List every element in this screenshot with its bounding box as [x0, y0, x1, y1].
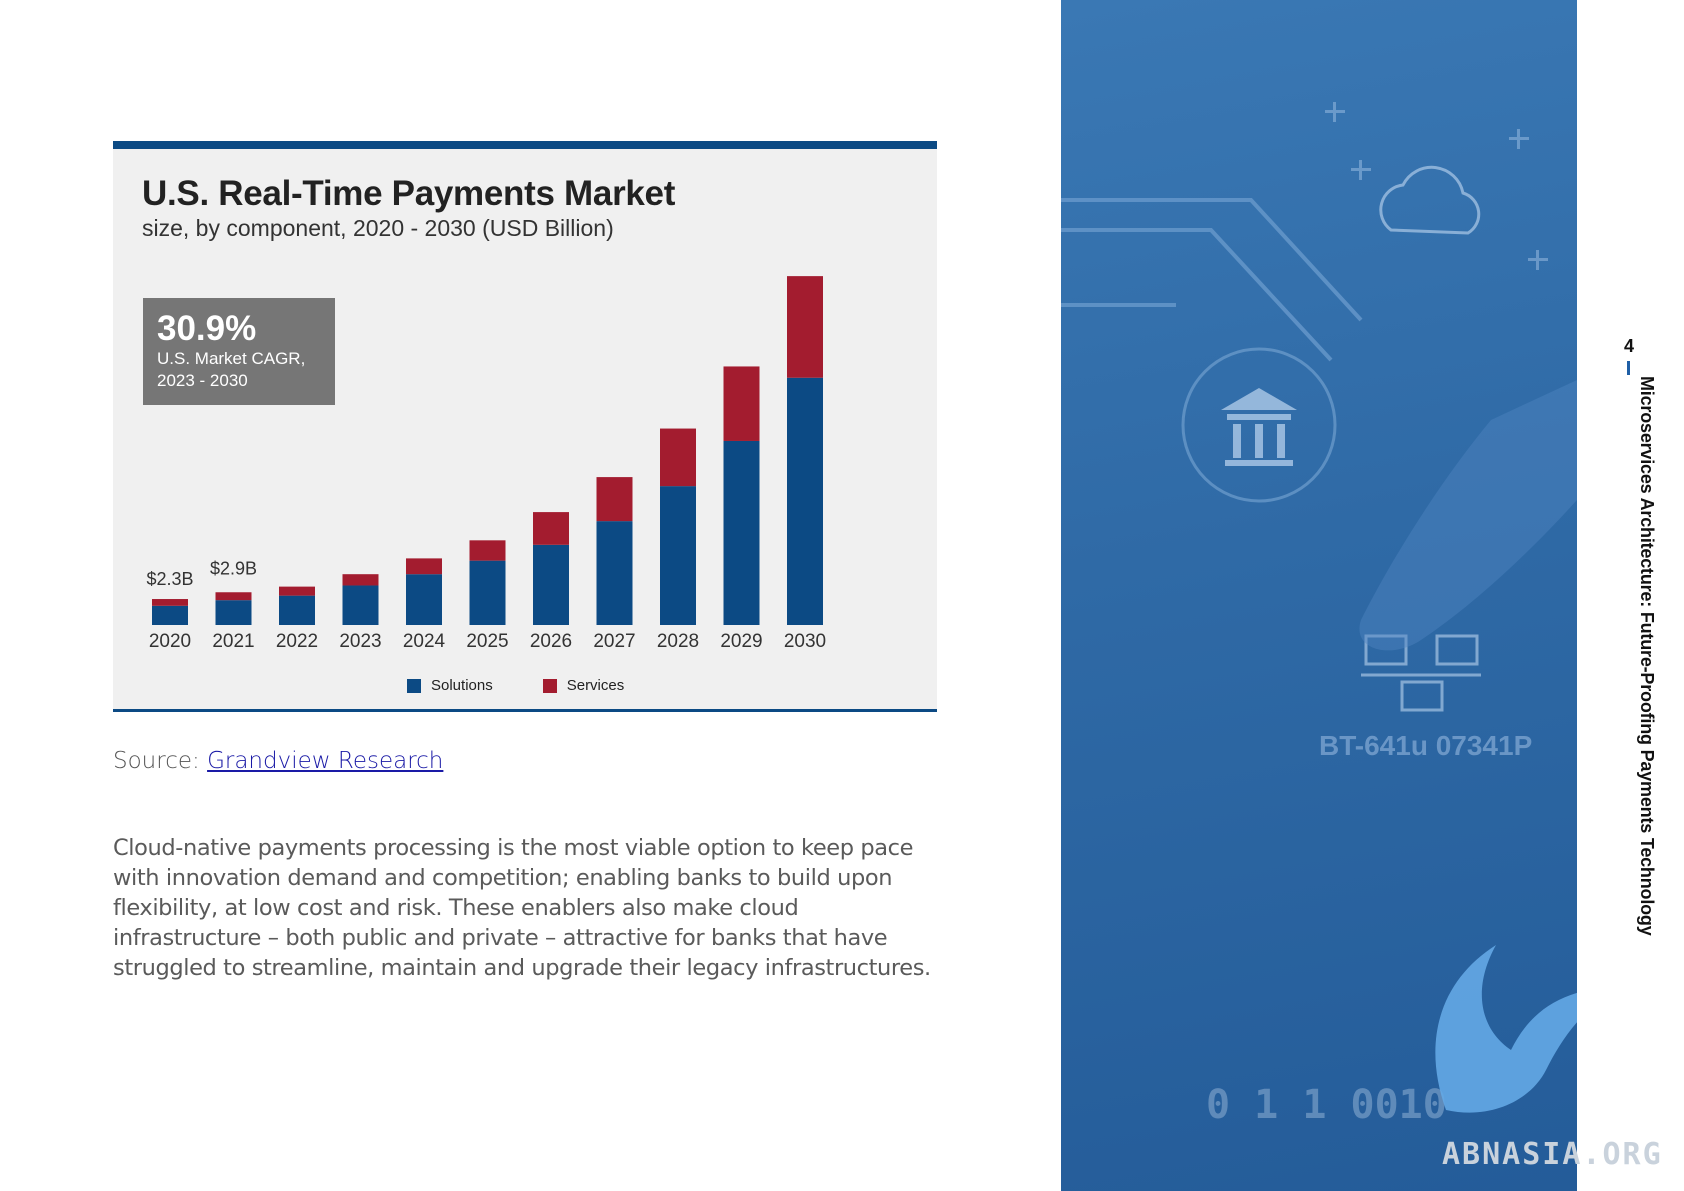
bank-icon	[1221, 388, 1297, 466]
bar-solutions-2023	[342, 585, 379, 625]
cloud-icon	[1379, 165, 1481, 235]
legend-item-solutions: Solutions	[407, 677, 493, 694]
bar-data-label: $2.9B	[210, 558, 257, 578]
image-code-text: BT-641u 07341P	[1319, 730, 1532, 761]
plus-sparkles-icon	[1325, 102, 1548, 270]
bar-solutions-2021	[215, 600, 252, 625]
chart-card: U.S. Real-Time Payments Market size, by …	[113, 141, 937, 712]
hand-silhouette-icon	[1359, 380, 1577, 651]
bar-services-2023	[342, 574, 379, 586]
bar-services-2026	[533, 512, 569, 545]
chart-subtitle: size, by component, 2020 - 2030 (USD Bil…	[142, 215, 614, 241]
page-number: 4	[1624, 336, 1635, 356]
cagr-value: 30.9%	[157, 309, 257, 348]
bar-services-2030	[787, 276, 823, 378]
source-prefix: Source:	[113, 748, 200, 774]
body-paragraph: Cloud-native payments processing is the …	[113, 834, 931, 981]
x-tick-label: 2023	[339, 631, 381, 652]
bar-services-2021	[215, 592, 252, 601]
watermark-logo-text: ABNASIA.ORG	[1442, 1137, 1663, 1172]
bar-services-2027	[596, 477, 633, 522]
cagr-callout: 30.9% U.S. Market CAGR, 2023 - 2030	[143, 298, 335, 405]
x-tick-label: 2028	[657, 631, 699, 652]
bank-circle-icon	[1181, 347, 1337, 503]
bar-solutions-2025	[469, 560, 506, 625]
x-tick-label: 2027	[593, 631, 635, 652]
x-tick-label: 2021	[212, 631, 254, 652]
bar-solutions-2020	[152, 605, 188, 625]
bar-solutions-2028	[660, 486, 696, 625]
circuit-line-icon	[1061, 228, 1333, 362]
bar-solutions-2029	[723, 440, 760, 625]
source-line: Source: Grandview Research	[113, 748, 443, 774]
bar-solutions-2030	[787, 377, 823, 625]
chart-legend: Solutions Services	[407, 677, 624, 694]
x-tick-label: 2020	[149, 631, 191, 652]
bar-solutions-2024	[406, 574, 442, 625]
legend-label-solutions: Solutions	[431, 677, 493, 694]
bar-solutions-2022	[279, 595, 315, 625]
x-tick-label: 2029	[720, 631, 762, 652]
chart-plot: 2020 $2.3B 2021 $2.9B 2022 2023 2024 2025 2026 20…	[146, 276, 826, 652]
side-image-panel: BT-641u 07341P 0 1 1 0010	[1061, 0, 1577, 1191]
bar-solutions-2026	[533, 544, 569, 625]
bar-data-label: $2.3B	[146, 569, 193, 589]
circuit-line-icon	[1061, 198, 1363, 322]
x-tick-label: 2030	[784, 631, 826, 652]
x-tick-label: 2024	[403, 631, 446, 652]
source-link[interactable]: Grandview Research	[207, 748, 444, 774]
bar-services-2024	[406, 558, 442, 575]
legend-swatch-services	[542, 678, 557, 693]
network-computers-icon	[1361, 634, 1481, 712]
bar-services-2028	[660, 428, 696, 487]
phoenix-logo-icon	[1435, 945, 1577, 1113]
bar-services-2029	[723, 366, 760, 441]
x-tick-label: 2025	[466, 631, 508, 652]
x-tick-label: 2026	[530, 631, 572, 652]
title-accent-line	[1627, 361, 1630, 375]
bar-services-2020	[152, 599, 188, 606]
cagr-label: U.S. Market CAGR, 2023 - 2030	[157, 349, 306, 390]
image-binary-text: 0 1 1 0010	[1206, 1082, 1447, 1128]
legend-item-services: Services	[542, 677, 625, 694]
bar-services-2025	[469, 540, 506, 561]
legend-label-services: Services	[566, 677, 625, 694]
x-tick-label: 2022	[276, 631, 318, 652]
fintech-illustration: BT-641u 07341P 0 1 1 0010	[1061, 102, 1577, 1128]
bar-solutions-2027	[596, 521, 633, 625]
bar-services-2022	[279, 586, 315, 596]
document-title: Microservices Architecture: Future-Proof…	[1637, 376, 1657, 936]
legend-swatch-solutions	[407, 678, 421, 693]
chart-title: U.S. Real-Time Payments Market	[142, 174, 676, 213]
